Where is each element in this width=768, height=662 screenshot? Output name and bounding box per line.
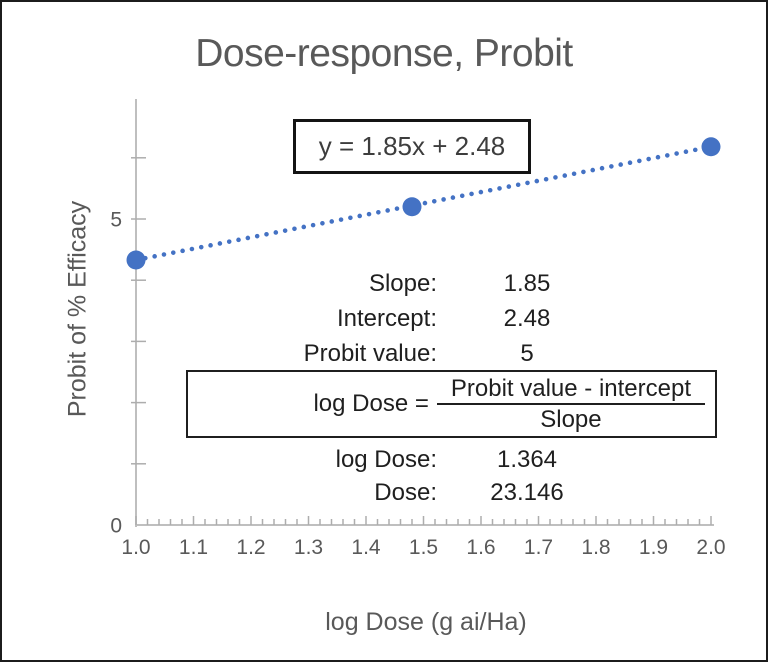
x-tick-label: 1.5 [409,536,438,559]
slope-label: Slope: [368,270,437,297]
x-tick-label: 1.2 [236,536,265,559]
chart-title: Dose-response, Probit [195,32,573,75]
data-point-marker [126,250,146,270]
y-axis-title: Probit of % Efficacy [63,200,92,418]
trendline-equation-box: y = 1.85x + 2.48 [293,119,531,174]
stat-row-probit-value: Probit value: 5 [197,339,617,369]
y-tick-label: 5 [110,209,122,232]
x-tick-label: 1.0 [121,536,150,559]
result-row-log-dose: log Dose: 1.364 [197,445,617,475]
trendline-equation-text: y = 1.85x + 2.48 [318,131,506,161]
x-tick-label: 1.7 [524,536,553,559]
log-dose-label: log Dose: [335,446,437,473]
formula-fraction: Probit value - intercept Slope [436,374,705,434]
intercept-label: Intercept: [336,305,437,332]
formula-lhs: log Dose = [313,390,429,417]
x-axis-title: log Dose (g ai/Ha) [325,608,527,636]
formula-numerator: Probit value - intercept [436,374,705,405]
formula-denominator: Slope [540,406,602,433]
slope-value: 1.85 [503,270,551,297]
x-tick-label: 1.4 [351,536,381,559]
log-dose-formula-box: log Dose = Probit value - intercept Slop… [186,370,717,438]
result-row-dose: Dose: 23.146 [197,478,617,508]
probit-value-value: 5 [520,340,534,367]
log-dose-value: 1.364 [496,446,558,473]
data-point-marker [402,197,422,217]
x-tick-label: 1.3 [294,536,323,559]
trendline-dotted [133,144,714,263]
intercept-value: 2.48 [503,305,551,332]
dose-label: Dose: [374,479,437,506]
stat-row-intercept: Intercept: 2.48 [197,304,617,334]
x-tick-label: 1.8 [581,536,610,559]
dose-value: 23.146 [490,479,564,506]
probit-value-label: Probit value: [303,340,437,367]
y-tick-label: 0 [110,515,122,538]
stat-row-slope: Slope: 1.85 [197,269,617,299]
x-tick-label: 1.1 [179,536,208,559]
x-tick-label: 1.6 [466,536,495,559]
x-tick-label: 2.0 [696,536,725,559]
x-tick-label: 1.9 [639,536,668,559]
data-point-marker [701,137,721,157]
